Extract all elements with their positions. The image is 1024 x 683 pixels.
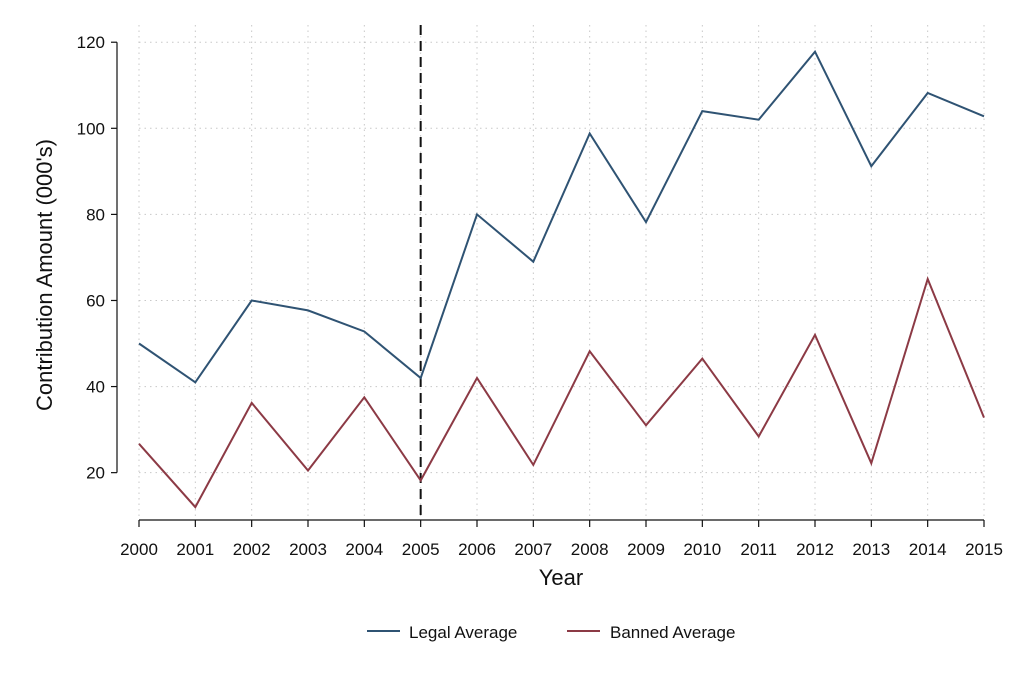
x-tick-label: 2010 <box>683 540 721 559</box>
x-tick-label: 2013 <box>852 540 890 559</box>
y-tick-label: 60 <box>86 291 105 310</box>
y-ticks: 20 40 60 80 100 120 <box>77 33 117 483</box>
x-tick-label: 2005 <box>402 540 440 559</box>
series-line-banned-average <box>138 276 985 509</box>
x-tick-label: 2008 <box>571 540 609 559</box>
x-tick-label: 2001 <box>176 540 214 559</box>
x-tick-label: 2007 <box>514 540 552 559</box>
x-tick-label: 2004 <box>345 540 383 559</box>
x-tick-label: 2003 <box>289 540 327 559</box>
x-tick-label: 2002 <box>233 540 271 559</box>
legend: Legal Average Banned Average <box>367 623 735 642</box>
x-axis-title: Year <box>539 565 583 590</box>
x-ticks: 2000 2001 2002 2003 2004 2005 2006 2007 2008 2009… <box>120 520 1003 559</box>
x-tick-label: 2015 <box>965 540 1003 559</box>
x-tick-label: 2000 <box>120 540 158 559</box>
x-tick-label: 2006 <box>458 540 496 559</box>
y-tick-label: 80 <box>86 205 105 224</box>
series-lines <box>138 49 985 509</box>
grid <box>138 25 985 520</box>
x-tick-label: 2011 <box>740 540 777 559</box>
x-tick-label: 2012 <box>796 540 834 559</box>
y-tick-label: 40 <box>86 378 105 397</box>
legend-label-banned-average: Banned Average <box>610 623 735 642</box>
y-tick-label: 120 <box>77 33 105 52</box>
y-tick-label: 100 <box>77 119 105 138</box>
y-tick-label: 20 <box>86 464 105 483</box>
series-line-legal-average <box>138 49 985 384</box>
legend-label-legal-average: Legal Average <box>409 623 517 642</box>
x-tick-label: 2009 <box>627 540 665 559</box>
y-axis-title: Contribution Amount (000's) <box>32 139 57 411</box>
axes <box>116 42 984 521</box>
x-tick-label: 2014 <box>909 540 947 559</box>
